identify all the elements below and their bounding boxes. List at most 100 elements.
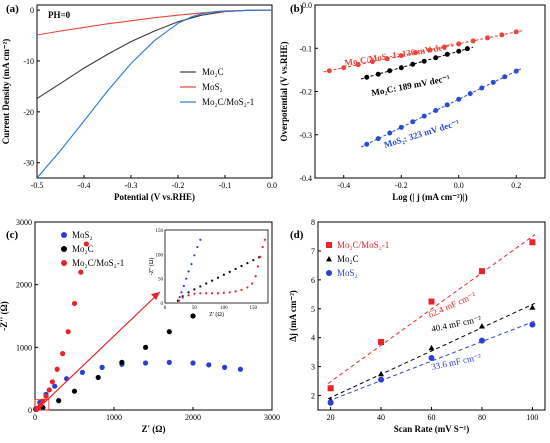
data-point bbox=[37, 402, 44, 408]
y-axis-label: Overpotential (V vs.RHE) bbox=[279, 41, 289, 141]
data-point bbox=[428, 354, 435, 361]
data-point bbox=[355, 62, 361, 68]
inset-data-point bbox=[259, 255, 262, 258]
x-axis-label: Scan Rate (mV S⁻¹) bbox=[394, 424, 470, 434]
data-point bbox=[456, 41, 462, 47]
y-tick-label: -0.1 bbox=[299, 44, 312, 53]
x-tick-label: -0.2 bbox=[172, 181, 185, 190]
legend-label: MoS₂ bbox=[202, 82, 223, 92]
inset-data-point bbox=[190, 262, 193, 266]
data-point bbox=[529, 321, 536, 328]
data-point bbox=[71, 300, 78, 307]
inset-data-point bbox=[193, 292, 196, 295]
data-point bbox=[478, 337, 485, 344]
data-point bbox=[78, 269, 84, 275]
y-tick-label: -20 bbox=[23, 108, 34, 117]
legend-label: MoS₂ bbox=[337, 268, 358, 278]
plot-frame bbox=[34, 221, 273, 411]
x-tick-label: 0.0 bbox=[267, 181, 277, 190]
x-tick-label: -0.5 bbox=[31, 181, 44, 190]
tafel-slope-label: MoS₂: 323 mV dec⁻¹ bbox=[383, 117, 461, 150]
inset-data-point bbox=[187, 294, 190, 297]
inset-y-tick-label: 0 bbox=[161, 302, 164, 307]
fit-line bbox=[323, 30, 523, 73]
x-tick-label: -0.4 bbox=[337, 181, 350, 190]
data-point bbox=[398, 65, 404, 71]
y-tick-label: -0.2 bbox=[299, 88, 312, 97]
data-point bbox=[326, 68, 332, 74]
data-point bbox=[40, 398, 46, 404]
data-point bbox=[413, 50, 419, 56]
data-point bbox=[421, 113, 427, 119]
x-tick-label: 0.0 bbox=[454, 181, 464, 190]
data-point bbox=[529, 239, 536, 246]
x-tick-label: 40 bbox=[377, 413, 385, 422]
data-point bbox=[364, 141, 370, 147]
data-point bbox=[464, 46, 470, 52]
y-tick-label: 0.0 bbox=[302, 1, 312, 10]
legend-label: Mo₂C/MoS₂-1 bbox=[72, 258, 124, 268]
data-point bbox=[398, 53, 404, 59]
data-point bbox=[375, 136, 381, 142]
data-point bbox=[79, 369, 85, 375]
inset-data-point bbox=[210, 292, 214, 295]
data-point bbox=[513, 29, 519, 35]
data-point bbox=[479, 85, 485, 91]
inset-x-tick-label: 150 bbox=[250, 306, 258, 311]
data-point bbox=[529, 304, 536, 310]
data-point bbox=[433, 55, 439, 61]
data-point bbox=[327, 399, 334, 406]
x-tick-label: 0.2 bbox=[511, 181, 521, 190]
inset-x-tick-label: 0 bbox=[164, 306, 167, 311]
inset-data-point bbox=[187, 291, 190, 294]
x-tick-label: 0 bbox=[33, 413, 37, 422]
inset-data-point bbox=[178, 296, 181, 299]
data-point bbox=[428, 298, 435, 305]
x-axis-label: Log (| j (mA cm⁻²)|) bbox=[392, 192, 467, 202]
y-tick-label: 1000 bbox=[16, 343, 32, 352]
inset-data-point bbox=[185, 277, 188, 280]
data-point bbox=[65, 329, 71, 335]
x-tick-label: -0.3 bbox=[125, 181, 138, 190]
x-tick-label: 100 bbox=[526, 413, 538, 422]
data-point bbox=[428, 344, 435, 351]
fit-line bbox=[360, 46, 474, 80]
data-point bbox=[166, 359, 172, 365]
data-point bbox=[421, 58, 427, 64]
inset-data-point bbox=[228, 270, 231, 273]
data-point bbox=[444, 51, 450, 57]
data-point bbox=[46, 387, 52, 393]
data-point bbox=[64, 376, 70, 382]
data-point bbox=[119, 359, 125, 365]
y-axis-label: Current Density (mA cm⁻²) bbox=[1, 39, 11, 145]
y-tick-label: 8 bbox=[311, 218, 315, 227]
data-point bbox=[433, 108, 439, 114]
inset-data-point bbox=[178, 299, 181, 302]
inset-data-point bbox=[234, 267, 237, 271]
plot-frame bbox=[314, 4, 546, 179]
zoom-arrow bbox=[44, 291, 161, 403]
inset-y-axis-label: -Z'' (Ω) bbox=[148, 258, 155, 276]
legend-marker bbox=[326, 256, 332, 262]
data-point bbox=[190, 313, 196, 319]
fit-line bbox=[327, 302, 536, 400]
inset-data-point bbox=[193, 288, 196, 291]
inset-x-tick-label: 50 bbox=[192, 306, 198, 311]
inset-data-point bbox=[187, 270, 190, 273]
legend-label: Mo₂C bbox=[72, 244, 94, 254]
plot-frame bbox=[36, 4, 273, 179]
inset-y-tick-label: 100 bbox=[156, 253, 164, 258]
y-tick-label: 5 bbox=[311, 305, 315, 314]
data-point bbox=[54, 366, 60, 372]
inset-x-axis-label: Z' (Ω) bbox=[209, 311, 224, 318]
y-tick-label: 3 bbox=[311, 363, 315, 372]
data-point bbox=[456, 96, 462, 102]
inset-frame bbox=[164, 229, 269, 304]
inset-x-tick-label: 100 bbox=[220, 306, 228, 311]
x-tick-label: 2000 bbox=[185, 413, 201, 422]
y-tick-label: 0 bbox=[28, 406, 32, 415]
capacitance-label: 33.6 mF cm⁻² bbox=[430, 352, 482, 372]
data-point bbox=[478, 268, 485, 275]
inset-data-point bbox=[182, 284, 185, 288]
data-point bbox=[83, 241, 89, 247]
